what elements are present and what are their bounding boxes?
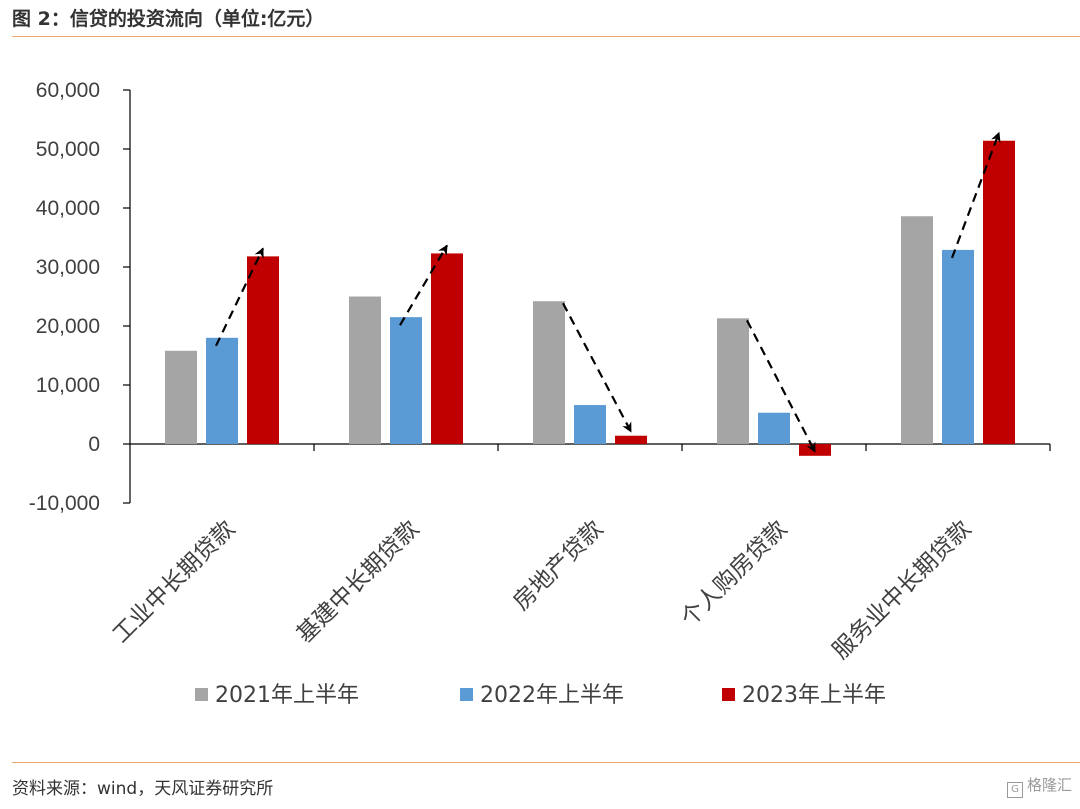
x-tick-label: 服务业中长期贷款 bbox=[828, 516, 976, 664]
chart-area: -10,000 0 10,000 20,000 30,000 40,000 50,000 60… bbox=[29, 79, 1051, 708]
bar-2-4 bbox=[758, 412, 790, 444]
y-tick-label: 50,000 bbox=[36, 138, 100, 161]
legend-swatch bbox=[722, 688, 735, 701]
trend-arrow bbox=[746, 319, 816, 453]
bar-3-2 bbox=[431, 253, 463, 444]
y-tick-label: 10,000 bbox=[36, 374, 100, 397]
footer-divider bbox=[12, 762, 1080, 763]
x-tick-label: 房地产贷款 bbox=[509, 516, 609, 616]
legend-swatch bbox=[460, 688, 473, 701]
y-tick-label: 20,000 bbox=[36, 315, 100, 338]
bar-1-1 bbox=[165, 350, 197, 444]
trend-arrow bbox=[215, 247, 264, 347]
y-tick-label: 30,000 bbox=[36, 256, 100, 279]
bar-1-5 bbox=[901, 216, 933, 444]
y-tick-label: 0 bbox=[88, 433, 100, 456]
bar-1-2 bbox=[349, 296, 381, 444]
bar-2-3 bbox=[574, 405, 606, 444]
source-note: 资料来源：wind，天风证券研究所 bbox=[12, 779, 274, 799]
legend-label: 2022年上半年 bbox=[480, 683, 624, 708]
bar-1-4 bbox=[717, 318, 749, 444]
x-tick-label: 个人购房贷款 bbox=[676, 516, 792, 632]
watermark-logo-icon: G bbox=[1006, 782, 1023, 798]
chart-title: 图 2：信贷的投资流向（单位:亿元） bbox=[12, 8, 325, 30]
bar-2-2 bbox=[390, 317, 422, 444]
legend-label: 2023年上半年 bbox=[742, 683, 886, 708]
trend-arrow bbox=[562, 302, 632, 433]
bar-3-5 bbox=[983, 140, 1015, 445]
watermark: G 格隆汇 bbox=[1006, 774, 1072, 798]
x-tick-label: 工业中长期贷款 bbox=[108, 516, 240, 648]
bar-2-1 bbox=[206, 337, 238, 444]
bar-3-4 bbox=[799, 444, 831, 456]
legend-label: 2021年上半年 bbox=[215, 683, 359, 708]
y-tick-label: 40,000 bbox=[36, 197, 100, 220]
header-divider bbox=[12, 36, 1080, 37]
legend-swatch bbox=[195, 688, 208, 701]
bar-2-5 bbox=[942, 249, 974, 444]
trend-arrow bbox=[399, 244, 448, 326]
bar-1-3 bbox=[533, 301, 565, 444]
trend-arrow bbox=[950, 131, 1001, 259]
x-tick-label: 基建中长期贷款 bbox=[292, 516, 424, 648]
y-tick-label: 60,000 bbox=[36, 79, 100, 102]
y-tick-label: -10,000 bbox=[29, 492, 100, 515]
bar-3-1 bbox=[247, 256, 279, 444]
bar-3-3 bbox=[615, 435, 647, 444]
watermark-text: 格隆汇 bbox=[1026, 776, 1072, 794]
